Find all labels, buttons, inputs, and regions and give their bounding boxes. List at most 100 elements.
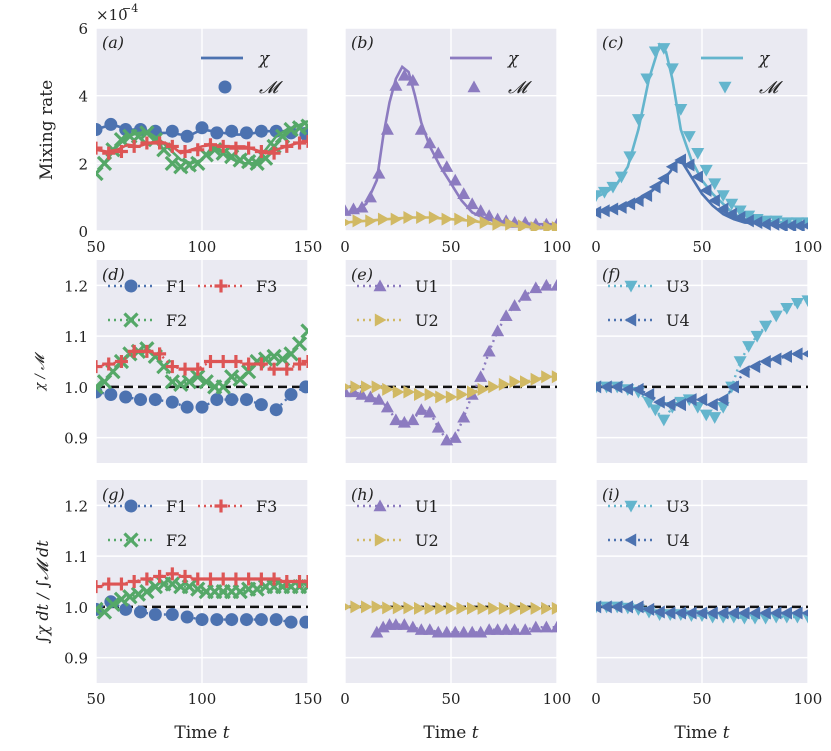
data-point (216, 355, 230, 368)
data-point (173, 376, 189, 392)
data-point (229, 572, 243, 586)
panel-label: (a) (102, 33, 124, 52)
x-tick-label: 0 (591, 238, 601, 256)
data-point (769, 352, 782, 366)
data-point (414, 387, 426, 401)
data-point (550, 278, 557, 291)
data-point (350, 600, 363, 614)
data-point (780, 303, 794, 315)
data-point (440, 625, 454, 638)
data-point (642, 602, 655, 616)
data-point (148, 393, 162, 407)
data-point (119, 123, 133, 136)
data-point (737, 365, 750, 379)
legend: U1 U2 (357, 497, 439, 550)
data-point (551, 221, 557, 231)
legend-label: χ (507, 49, 520, 69)
legend-marker-swatch (373, 279, 387, 292)
panel-label: (f) (602, 265, 620, 284)
data-point (780, 606, 792, 620)
y-tick-label: 0.9 (64, 650, 88, 668)
data-point (767, 217, 780, 231)
data-point (424, 387, 437, 401)
data-point (631, 114, 645, 126)
x-axis-labels: Time t Time t Time t (174, 723, 729, 743)
data-point (210, 613, 224, 627)
data-point (153, 569, 167, 583)
data-point (195, 400, 209, 414)
data-point (403, 385, 416, 399)
data-point (769, 606, 782, 620)
data-point (178, 144, 192, 158)
data-point (130, 586, 147, 602)
data-point (431, 146, 445, 159)
data-point (300, 118, 308, 134)
data-point (742, 341, 756, 353)
data-point (113, 591, 130, 607)
data-point (403, 210, 416, 224)
x-tick-label: 50 (692, 238, 711, 256)
data-point (784, 219, 797, 231)
data-point (441, 212, 454, 226)
data-point (266, 348, 282, 365)
legend-marker-swatch (214, 279, 228, 293)
data-point (684, 606, 697, 620)
data-point (691, 147, 705, 160)
x-tick-label: 100 (543, 690, 572, 708)
data-point (178, 362, 192, 376)
data-point (457, 625, 471, 638)
data-point (371, 380, 384, 394)
data-point (254, 572, 268, 586)
panel-label: (i) (602, 485, 620, 504)
data-point (423, 405, 437, 418)
scale-note: ×10 −4 (96, 2, 138, 24)
data-point (153, 136, 167, 150)
data-point (448, 173, 462, 186)
data-point (345, 204, 352, 216)
row1-ylabel: Mixing rate (37, 80, 57, 180)
data-point (621, 600, 633, 614)
data-point (190, 581, 206, 597)
panel-g: (g) 0.9 1.0 1.1 1.2 50 100 150 F1 F3 F2 (64, 480, 322, 708)
data-point (229, 141, 243, 155)
panel-h: (h) 0 50 100 U1 U2 (340, 480, 572, 708)
series-group (96, 567, 308, 629)
data-point (165, 395, 179, 409)
data-point (203, 572, 217, 586)
y-tick-label: 4 (78, 88, 88, 106)
legend-label: 𝓜 (759, 78, 783, 98)
data-point (431, 625, 445, 638)
data-point (165, 607, 179, 621)
data-point (682, 158, 695, 172)
data-point (520, 375, 532, 389)
data-point (365, 214, 377, 228)
data-point (361, 600, 373, 614)
data-point (127, 344, 141, 358)
data-point (621, 382, 633, 396)
data-point (467, 601, 479, 615)
data-point (229, 355, 243, 368)
row2-ylabel-text: χ / 𝓜 (33, 351, 48, 392)
data-point (445, 390, 458, 404)
data-point (382, 382, 394, 396)
row3-ylabel: ∫χ dt / ∫𝓜 dt (33, 540, 52, 644)
data-point (596, 190, 603, 202)
y-tick-label: 0.9 (64, 430, 88, 448)
legend-marker-swatch (373, 499, 387, 512)
legend-label: χ (758, 49, 771, 69)
data-point (457, 187, 471, 199)
data-point (541, 370, 553, 384)
data-point (640, 73, 654, 86)
data-point (225, 393, 239, 407)
data-point (498, 601, 511, 615)
data-point (488, 380, 500, 394)
legend-marker-swatch (624, 280, 638, 293)
data-point (424, 601, 437, 615)
data-point (456, 387, 469, 401)
data-point (134, 393, 148, 407)
data-point (225, 613, 239, 627)
data-point (267, 572, 281, 586)
data-point (508, 623, 522, 635)
data-point (663, 606, 676, 620)
data-point (350, 380, 363, 394)
